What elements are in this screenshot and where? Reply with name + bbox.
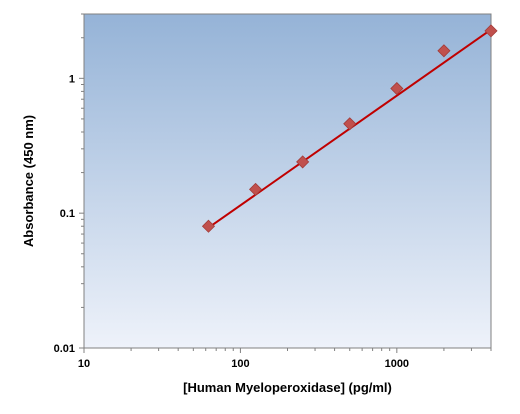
y-tick-label: 0.01 <box>54 343 75 355</box>
x-axis-title: [Human Myeloperoxidase] (pg/ml) <box>183 380 392 395</box>
data-point <box>343 117 357 131</box>
y-axis-title: Absorbance (450 nm) <box>21 115 36 247</box>
data-point <box>296 155 310 169</box>
data-point <box>201 219 216 233</box>
y-tick-label: 1 <box>69 73 75 85</box>
plot-area <box>83 13 492 349</box>
y-tick-label: 0.1 <box>60 208 75 220</box>
x-tick-label: 10 <box>78 358 90 370</box>
x-tick-label: 1000 <box>385 358 409 370</box>
x-tick-label: 100 <box>231 358 249 370</box>
data-point <box>437 44 451 58</box>
data-point <box>249 182 263 196</box>
data-point <box>390 81 404 96</box>
data-point <box>484 24 498 38</box>
x-axis: 10 100 1000 <box>78 348 492 370</box>
data-point-layer <box>201 24 498 233</box>
y-axis: 0.01 0.1 1 <box>54 13 84 355</box>
